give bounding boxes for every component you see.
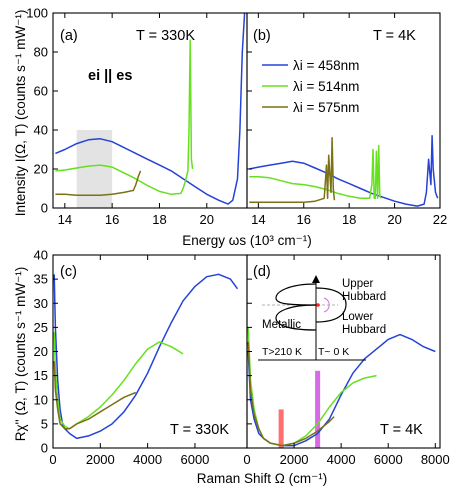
panel-a-ytick-label: 60 bbox=[34, 84, 48, 99]
panel-c-series-3 bbox=[53, 361, 137, 430]
panel-a-xtick-label: 14 bbox=[58, 212, 72, 227]
panel-d-tag: (d) bbox=[253, 264, 271, 280]
panel-c-tag: (c) bbox=[60, 264, 77, 280]
panel-a-polarization: ei || es bbox=[88, 68, 132, 84]
panel-a-ytick-label: 0 bbox=[41, 201, 48, 216]
legend-label-458: λi = 458nm bbox=[293, 58, 359, 73]
metallic-band-curve bbox=[315, 287, 347, 323]
panel-c-ytick-label: 0 bbox=[41, 441, 48, 456]
panel-b-xtick-label: 18 bbox=[342, 212, 356, 227]
panel-b-temp: T = 4K bbox=[373, 28, 416, 44]
panel-c-ytick-label: 25 bbox=[34, 320, 48, 335]
panel-a-ytick-label: 100 bbox=[26, 6, 48, 21]
panel-b-xtick-label: 16 bbox=[297, 212, 311, 227]
x-axis-label-top: Energy ωs (10³ cm⁻¹) bbox=[182, 233, 311, 248]
panel-b-frame bbox=[246, 12, 441, 209]
label-upper: Upper bbox=[342, 278, 373, 290]
panel-a-series-3 bbox=[55, 170, 142, 197]
panel-c-ytick-label: 20 bbox=[34, 344, 48, 359]
panel-a-series-2 bbox=[55, 39, 194, 196]
panel-c-xtick-label: 2000 bbox=[86, 452, 115, 467]
transition-arc bbox=[323, 297, 330, 313]
panel-c-ytick-label: 10 bbox=[34, 392, 48, 407]
panel-d-xtick-label: 4000 bbox=[327, 452, 356, 467]
panel-c-ytick-label: 15 bbox=[34, 368, 48, 383]
label-t-high: T>210 K bbox=[262, 346, 302, 358]
panel-c-ytick-label: 40 bbox=[34, 248, 48, 263]
label-lower: Lower bbox=[342, 311, 373, 323]
x-axis-label-bottom: Raman Shift Ω (cm⁻¹) bbox=[197, 471, 328, 486]
panel-a-temp: T = 330K bbox=[136, 28, 195, 44]
panel-b-series-3 bbox=[249, 137, 336, 203]
panel-a-series-1 bbox=[55, 12, 246, 205]
legend-label-514: λi = 514nm bbox=[293, 79, 359, 94]
legend-label-575: λi = 575nm bbox=[293, 100, 359, 115]
y-axis-label-top: Intensity I(Ω, T) (counts s⁻¹ mW⁻¹) bbox=[13, 10, 28, 217]
label-lower-hubbard: Hubbard bbox=[342, 324, 386, 336]
y-axis-label-bottom: Rχ'' (Ω, T) (counts s⁻¹ mW⁻¹) bbox=[13, 267, 28, 442]
transition-dot bbox=[316, 303, 320, 307]
label-t-low: T~ 0 K bbox=[318, 346, 349, 358]
panel-a-xtick-label: 18 bbox=[152, 212, 166, 227]
panel-c-xtick-label: 6000 bbox=[180, 452, 209, 467]
panel-a-ytick-label: 40 bbox=[34, 123, 48, 138]
panel-c-series-1 bbox=[53, 273, 239, 440]
lower-band-curve bbox=[275, 304, 317, 331]
label-upper-hubbard: Hubbard bbox=[342, 291, 386, 303]
label-metallic: Metallic bbox=[262, 319, 301, 331]
panel-c-xtick-label: 0 bbox=[49, 452, 56, 467]
panel-c-ytick-label: 5 bbox=[41, 416, 48, 431]
legend: λi = 458nm λi = 514nm λi = 575nm bbox=[262, 58, 359, 115]
upper-band-curve bbox=[275, 283, 317, 306]
panel-a-ytick-label: 20 bbox=[34, 162, 48, 177]
panel-d-marker-2 bbox=[315, 370, 321, 448]
panel-c-ytick-label: 30 bbox=[34, 296, 48, 311]
panel-d-series-3 bbox=[247, 341, 335, 447]
panel-b-series-2 bbox=[249, 144, 382, 200]
panel-b-tag: (b) bbox=[253, 28, 271, 44]
panel-a-xtick-label: 16 bbox=[105, 212, 119, 227]
panel-c-frame bbox=[52, 254, 248, 449]
panel-d-xtick-label: 0 bbox=[243, 452, 250, 467]
panel-d-marker-1 bbox=[278, 409, 284, 448]
panel-c-temp: T = 330K bbox=[170, 422, 229, 438]
panel-d-temp: T = 4K bbox=[380, 422, 423, 438]
panel-b-xtick-label: 14 bbox=[251, 212, 265, 227]
panel-c-ytick-label: 35 bbox=[34, 272, 48, 287]
panel-a-tag: (a) bbox=[60, 28, 78, 44]
panel-b-xtick-label: 22 bbox=[433, 212, 447, 227]
panel-d-xtick-label: 2000 bbox=[280, 452, 309, 467]
panel-c-series-2 bbox=[53, 332, 184, 430]
panel-a-ytick-label: 80 bbox=[34, 45, 48, 60]
panel-d-xtick-label: 6000 bbox=[374, 452, 403, 467]
panel-a-xtick-label: 20 bbox=[200, 212, 214, 227]
hubbard-schematic: Upper Hubbard Metallic Lower Hubbard T>2… bbox=[258, 275, 386, 361]
panel-d-xtick-label: 8000 bbox=[421, 452, 450, 467]
panel-c-xtick-label: 4000 bbox=[133, 452, 162, 467]
panel-b-xtick-label: 20 bbox=[387, 212, 401, 227]
